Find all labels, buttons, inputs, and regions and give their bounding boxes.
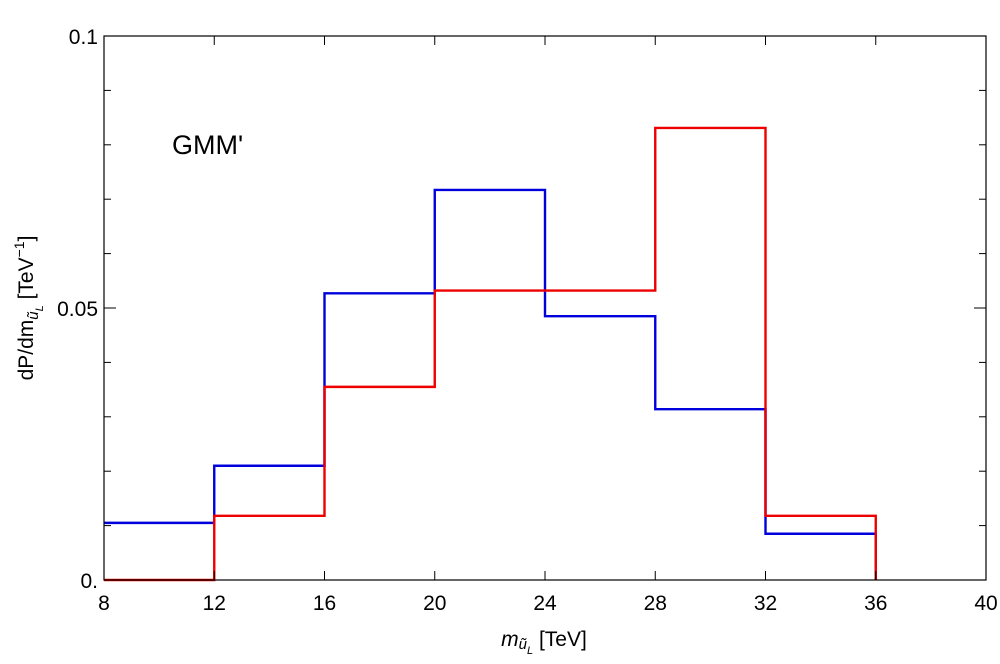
x-tick-label: 8 — [98, 592, 110, 615]
y-tick-label: 0.05 — [57, 298, 98, 321]
ticks-layer — [103, 35, 987, 581]
x-tick-label: 40 — [974, 592, 997, 615]
series-1-step-line — [104, 188, 877, 580]
x-tick-label: 12 — [203, 592, 226, 615]
series-2-step-line — [104, 126, 877, 582]
y-tick-label: 0. — [80, 570, 98, 593]
x-tick-label: 24 — [533, 592, 557, 615]
x-tick-label: 28 — [644, 592, 667, 615]
x-tick-label: 16 — [313, 592, 336, 615]
x-tick-label: 32 — [754, 592, 777, 615]
tick-labels: 8 12 16 20 24 28 32 36 40 0. 0.05 0.1 — [57, 26, 998, 615]
chart-annotation: GMM' — [172, 130, 243, 160]
x-axis-title: mũL [TeV] — [501, 628, 587, 657]
y-tick-label: 0.1 — [69, 26, 98, 49]
series-layer — [104, 126, 877, 582]
y-axis-title: dP/dmũL [TeV−1] — [11, 236, 46, 381]
x-tick-label: 20 — [423, 592, 446, 615]
x-tick-label: 36 — [864, 592, 887, 615]
